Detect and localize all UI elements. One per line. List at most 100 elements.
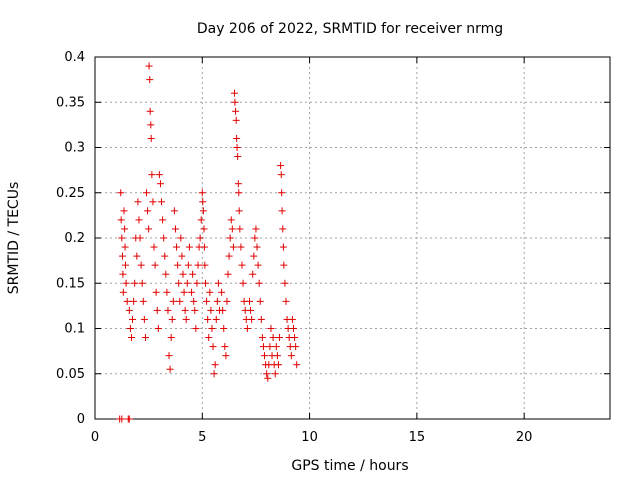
data-point	[243, 325, 251, 332]
plot-frame	[94, 56, 611, 420]
grid	[95, 57, 610, 419]
data-point	[163, 288, 171, 296]
data-point	[291, 334, 299, 342]
data-point	[266, 343, 274, 351]
data-point	[137, 261, 145, 269]
x-tick-label: 0	[91, 430, 99, 445]
data-point	[228, 225, 236, 233]
data-point	[277, 162, 285, 170]
data-point	[180, 288, 188, 296]
data-point	[152, 288, 160, 296]
data-point	[175, 279, 183, 287]
data-point	[183, 279, 191, 287]
data-point	[164, 306, 172, 314]
data-point	[174, 261, 182, 269]
data-point	[145, 225, 153, 233]
data-point	[224, 270, 232, 278]
chart-title: Day 206 of 2022, SRMTID for receiver nrm…	[197, 21, 503, 37]
x-tick-label: 5	[198, 430, 206, 445]
data-point	[249, 270, 257, 278]
data-point	[280, 261, 288, 269]
data-point	[237, 243, 245, 251]
data-point	[129, 315, 137, 323]
data-point	[289, 325, 297, 332]
axis-ticks: 0 0.05 0.1 0.15 0.2 0.25 0.3 0.35 0.4 0 5 10 15 20	[56, 50, 610, 445]
data-point	[221, 343, 229, 351]
data-point	[279, 225, 287, 233]
data-point	[148, 171, 156, 179]
y-tick-label: 0.05	[56, 367, 85, 382]
data-point	[223, 297, 231, 305]
data-point	[158, 198, 166, 206]
x-tick-label: 20	[516, 430, 533, 445]
data-point	[250, 252, 258, 260]
data-point	[194, 261, 202, 269]
data-point	[118, 252, 126, 260]
y-axis-label: SRMTID / TECUs	[6, 182, 22, 295]
data-point	[281, 279, 289, 287]
data-point	[178, 252, 186, 260]
data-point	[261, 352, 269, 360]
data-point	[151, 261, 159, 269]
data-point	[140, 315, 148, 323]
data-point	[251, 234, 259, 242]
data-point	[146, 107, 154, 115]
data-point	[196, 234, 204, 242]
data-point	[159, 216, 167, 224]
data-point	[147, 134, 155, 142]
data-point	[236, 225, 244, 233]
data-point	[288, 315, 296, 323]
data-point	[177, 234, 185, 242]
data-point	[258, 334, 266, 342]
data-point	[197, 216, 205, 224]
data-point	[211, 361, 219, 369]
data-point	[202, 279, 210, 287]
data-point	[246, 297, 253, 305]
data-point	[225, 252, 233, 260]
data-point	[272, 343, 280, 351]
y-tick-label: 0.2	[64, 231, 85, 246]
data-point	[210, 370, 218, 378]
data-point	[121, 225, 129, 233]
data-point	[153, 306, 161, 314]
data-point	[277, 171, 285, 179]
data-point	[229, 243, 237, 251]
data-point	[122, 279, 130, 287]
data-point	[117, 216, 125, 224]
data-point	[168, 315, 176, 323]
data-point	[176, 297, 184, 305]
data-point	[169, 297, 177, 305]
data-point	[279, 243, 287, 251]
data-point	[239, 279, 247, 287]
data-point	[203, 297, 211, 305]
data-point	[165, 352, 173, 360]
data-point	[182, 315, 190, 323]
data-point	[233, 144, 241, 151]
data-point	[205, 334, 213, 342]
data-point	[213, 297, 221, 305]
data-point	[271, 370, 279, 378]
data-point	[252, 225, 260, 233]
data-point	[235, 207, 243, 215]
data-point	[126, 325, 134, 332]
data-point	[127, 334, 135, 342]
data-point	[188, 288, 196, 296]
y-tick-label: 0.25	[56, 186, 85, 201]
data-point	[220, 325, 228, 332]
data-point	[118, 415, 126, 423]
data-point	[264, 374, 272, 382]
data-point	[121, 261, 129, 269]
data-point	[269, 334, 277, 342]
data-point	[267, 325, 275, 332]
data-point	[149, 198, 157, 206]
data-point	[199, 207, 207, 215]
data-point	[190, 297, 198, 305]
data-point	[204, 315, 212, 323]
data-point	[146, 76, 154, 84]
data-point	[170, 207, 178, 215]
data-point	[206, 288, 214, 296]
data-point	[209, 343, 217, 351]
data-point	[227, 216, 235, 224]
x-tick-label: 15	[409, 430, 426, 445]
data-point	[189, 270, 197, 278]
